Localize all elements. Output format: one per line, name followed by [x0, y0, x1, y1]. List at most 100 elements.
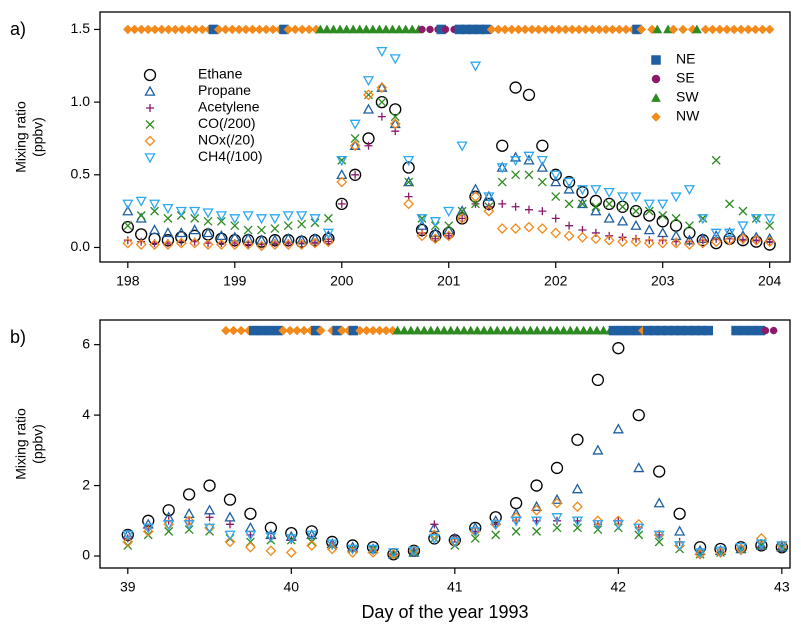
data-point [551, 214, 560, 223]
wind-marker [607, 24, 618, 35]
data-point [562, 175, 576, 189]
wind-marker [278, 325, 288, 336]
data-point [523, 154, 535, 165]
data-point [674, 525, 686, 536]
wind-marker [729, 24, 739, 35]
x-tick-label: 42 [611, 579, 627, 595]
data-point [283, 221, 293, 231]
data-point [389, 118, 401, 130]
wind-marker [197, 24, 208, 35]
wind-marker [621, 24, 631, 35]
wind-marker [355, 325, 365, 336]
x-tick-label: 204 [758, 273, 782, 289]
data-point [270, 224, 280, 234]
wind-marker [236, 325, 247, 336]
data-point [429, 233, 441, 245]
x-axis-label: Day of the year 1993 [361, 602, 528, 622]
wind-marker [594, 24, 604, 35]
data-point [710, 228, 722, 239]
wind-marker [268, 24, 278, 35]
data-point [643, 224, 655, 235]
wind-marker [547, 24, 557, 35]
data-point [376, 46, 388, 58]
data-point [631, 206, 641, 216]
wind-legend-label: SE [676, 70, 695, 86]
wind-marker [747, 325, 758, 336]
data-point [483, 205, 495, 217]
data-point [496, 163, 508, 174]
data-point [255, 235, 268, 248]
data-point [633, 523, 645, 534]
data-point [224, 530, 236, 541]
data-point [497, 177, 507, 187]
wind-marker [392, 325, 403, 335]
wind-marker [636, 24, 647, 35]
wind-marker [761, 326, 770, 335]
data-point [737, 221, 749, 232]
wind-marker [297, 24, 308, 35]
data-point [550, 461, 564, 475]
wind-marker [290, 24, 301, 35]
wind-marker [707, 24, 718, 35]
data-point [377, 97, 387, 107]
data-point [683, 185, 696, 196]
data-point [603, 187, 615, 199]
wind-marker [513, 24, 524, 35]
wind-marker [354, 24, 365, 34]
data-point [137, 237, 146, 246]
data-point [122, 199, 134, 210]
data-point [552, 523, 562, 533]
data-point [633, 462, 645, 473]
data-point [351, 170, 360, 179]
data-point [189, 237, 201, 249]
data-point [776, 541, 788, 552]
data-point [577, 231, 588, 243]
data-point [456, 212, 468, 224]
data-point [162, 203, 174, 215]
data-point [309, 237, 321, 249]
data-point [612, 342, 625, 355]
wind-marker [652, 24, 663, 34]
data-point [242, 239, 254, 250]
wind-marker [183, 24, 194, 35]
data-point [571, 516, 584, 527]
wind-marker [374, 24, 385, 34]
data-point [470, 533, 480, 543]
data-point [429, 533, 439, 543]
wind-marker [361, 24, 372, 34]
wind-marker [553, 24, 564, 35]
data-point [550, 170, 562, 181]
legend-label: CH4(/100) [198, 148, 263, 164]
data-point [632, 409, 645, 422]
data-point [265, 545, 277, 557]
data-point [674, 541, 686, 552]
wind-marker [405, 325, 416, 335]
data-point [183, 515, 195, 527]
wind-marker [560, 24, 571, 35]
data-point [244, 530, 257, 541]
data-point [612, 423, 624, 434]
wind-marker [122, 24, 133, 35]
x-tick-label: 198 [116, 273, 140, 289]
data-point [449, 537, 461, 548]
wind-legend-label: NW [676, 108, 700, 124]
legend-marker [145, 120, 155, 129]
legend-label: CO(/200) [198, 115, 256, 131]
data-point [576, 185, 589, 196]
data-point [522, 88, 536, 101]
data-point [408, 546, 420, 557]
data-point [123, 236, 132, 245]
wind-marker [332, 325, 342, 336]
data-point [162, 227, 174, 238]
wind-marker [426, 25, 434, 34]
wind-marker [240, 24, 251, 35]
data-point [225, 520, 234, 529]
data-point [604, 199, 614, 209]
wind-marker [565, 325, 576, 335]
data-point [550, 176, 562, 187]
data-point [307, 537, 317, 547]
data-point [469, 527, 481, 538]
wind-marker [525, 325, 536, 335]
data-point [377, 112, 386, 121]
